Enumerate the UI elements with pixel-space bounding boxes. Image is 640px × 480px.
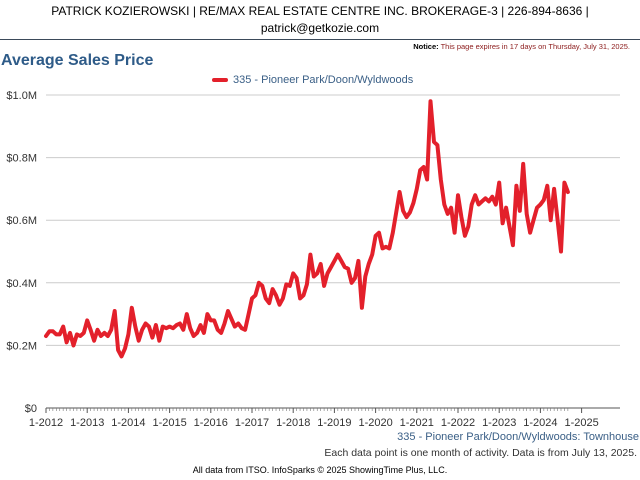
x-tick-label: 1-2019	[317, 417, 351, 429]
agent-header-line1: PATRICK KOZIEROWSKI | RE/MAX REAL ESTATE…	[51, 4, 589, 18]
x-tick-label: 1-2024	[523, 417, 557, 429]
footer-note: Each data point is one month of activity…	[324, 447, 637, 459]
legend-swatch	[212, 78, 228, 82]
x-tick-label: 1-2022	[441, 417, 475, 429]
chart-title: Average Sales Price	[1, 52, 154, 69]
x-tick-label: 1-2016	[194, 417, 228, 429]
x-tick-label: 1-2017	[235, 417, 269, 429]
x-tick-label: 1-2014	[111, 417, 145, 429]
footer-source: All data from ITSO. InfoSparks © 2025 Sh…	[192, 465, 448, 475]
y-tick-label: $0	[25, 403, 37, 415]
agent-header: PATRICK KOZIEROWSKI | RE/MAX REAL ESTATE…	[0, 0, 640, 38]
header-divider	[0, 39, 640, 40]
footer-series-name: 335 - Pioneer Park/Doon/Wyldwoods: Townh…	[397, 431, 639, 443]
notice-text: This page expires in 17 days on Thursday…	[440, 42, 630, 51]
legend-label: 335 - Pioneer Park/Doon/Wyldwoods	[233, 74, 414, 86]
notice-label: Notice:	[413, 42, 439, 51]
x-tick-label: 1-2015	[152, 417, 186, 429]
x-tick-label: 1-2025	[564, 417, 598, 429]
y-tick-label: $0.8M	[6, 153, 37, 165]
y-tick-label: $1.0M	[6, 90, 37, 102]
agent-header-line2: patrick@getkozie.com	[260, 21, 380, 35]
x-tick-label: 1-2020	[358, 417, 392, 429]
y-tick-label: $0.2M	[6, 340, 37, 352]
x-tick-label: 1-2013	[70, 417, 104, 429]
x-tick-label: 1-2021	[400, 417, 434, 429]
x-tick-label: 1-2012	[29, 417, 63, 429]
x-tick-label: 1-2023	[482, 417, 516, 429]
y-tick-label: $0.6M	[6, 215, 37, 227]
expiry-notice: Notice: This page expires in 17 days on …	[413, 42, 630, 51]
y-tick-label: $0.4M	[6, 278, 37, 290]
chart-legend[interactable]: 335 - Pioneer Park/Doon/Wyldwoods	[212, 74, 413, 86]
series-line	[44, 99, 570, 359]
x-tick-label: 1-2018	[276, 417, 310, 429]
